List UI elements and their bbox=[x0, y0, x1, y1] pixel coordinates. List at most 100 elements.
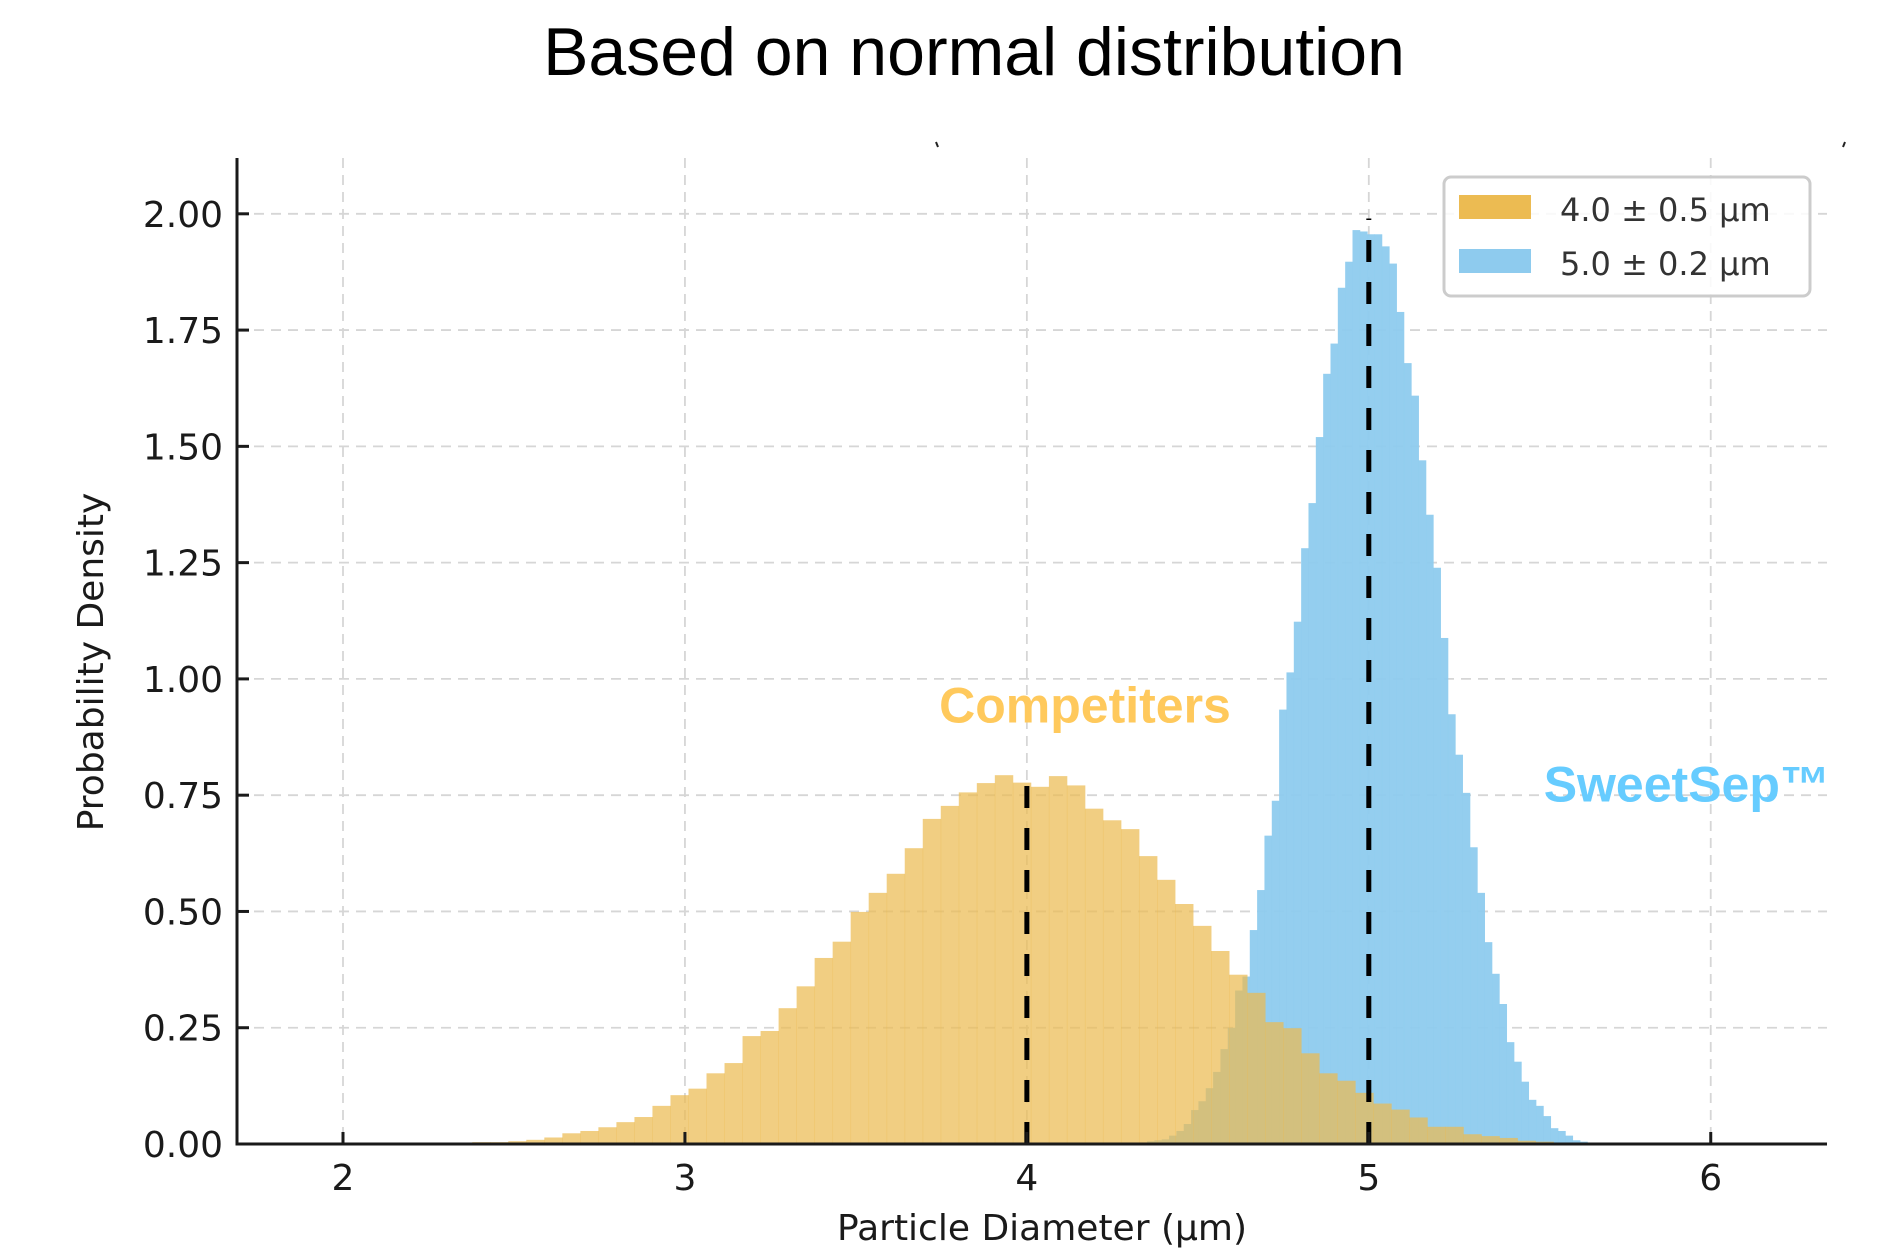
histogram-bar bbox=[1211, 950, 1230, 1144]
histogram-bar bbox=[526, 1139, 545, 1144]
histogram-bar bbox=[706, 1073, 725, 1144]
y-tick-label: 2.00 bbox=[143, 195, 223, 236]
histogram-bar bbox=[1550, 1128, 1559, 1144]
legend-label-0: 4.0 ± 0.5 µm bbox=[1560, 191, 1771, 229]
histogram-bar bbox=[1445, 1126, 1464, 1144]
histogram-bar bbox=[976, 783, 996, 1144]
histogram-bar bbox=[580, 1130, 599, 1144]
histogram-bar bbox=[1481, 1136, 1500, 1144]
y-tick-label: 0.00 bbox=[143, 1125, 223, 1166]
histogram-bar bbox=[1315, 437, 1324, 1144]
histogram-bar bbox=[1528, 1099, 1537, 1144]
histogram-bar bbox=[850, 911, 870, 1144]
histogram-bar bbox=[1193, 925, 1212, 1144]
histogram-bar bbox=[1427, 1126, 1446, 1144]
histogram-bar bbox=[1352, 230, 1361, 1145]
histogram-bar bbox=[1484, 942, 1493, 1144]
axes bbox=[235, 158, 1827, 1146]
histogram-bar bbox=[1381, 246, 1390, 1144]
y-tick-label: 0.50 bbox=[143, 892, 223, 933]
histogram-bar bbox=[1138, 856, 1158, 1144]
histogram-bar bbox=[1048, 776, 1068, 1144]
annotation-competitors: Competiters bbox=[939, 677, 1231, 733]
histogram-bar bbox=[1373, 1103, 1392, 1144]
histogram-bars bbox=[472, 230, 1603, 1145]
histogram-bar bbox=[1337, 287, 1346, 1144]
histogram-bar bbox=[544, 1137, 563, 1144]
x-tick-label: 2 bbox=[332, 1158, 355, 1199]
histogram-bar bbox=[1477, 892, 1485, 1144]
histogram-bar bbox=[904, 848, 924, 1144]
histogram-bar bbox=[1345, 261, 1353, 1145]
histogram-bar bbox=[742, 1036, 761, 1144]
histogram-bar bbox=[1557, 1130, 1566, 1144]
histogram-bar bbox=[1301, 548, 1309, 1144]
histogram-bar bbox=[634, 1117, 653, 1144]
legend-box bbox=[1442, 175, 1812, 298]
histogram-bar bbox=[1447, 714, 1456, 1144]
y-axis-label: Probability Density bbox=[71, 493, 112, 832]
legend-swatch-blue bbox=[1459, 249, 1531, 273]
histogram-bar bbox=[1293, 621, 1302, 1144]
histogram-bar bbox=[598, 1127, 617, 1144]
histogram-bar bbox=[994, 775, 1014, 1144]
histogram-bar bbox=[1265, 1022, 1284, 1144]
histogram-bar bbox=[1337, 1080, 1356, 1144]
y-ticks: 0.00 0.25 0.50 0.75 1.00 1.25 1.50 1.75 2.00 bbox=[143, 195, 249, 1166]
y-tick-label: 1.00 bbox=[143, 660, 223, 701]
cropped-paren-left bbox=[935, 141, 939, 148]
histogram-bar bbox=[814, 957, 834, 1144]
histogram-bar bbox=[1572, 1140, 1581, 1144]
histogram-bar bbox=[1440, 637, 1449, 1144]
histogram-bar bbox=[1374, 234, 1383, 1144]
histogram-bar bbox=[1030, 786, 1050, 1144]
histogram-bar bbox=[1411, 395, 1419, 1144]
histogram-bar bbox=[1286, 672, 1295, 1144]
legend: 4.0 ± 0.5 µm 5.0 ± 0.2 µm bbox=[1442, 175, 1812, 298]
histogram-bar bbox=[868, 892, 888, 1144]
histogram-bar bbox=[1102, 820, 1122, 1144]
histogram-bar bbox=[778, 1008, 798, 1144]
annotations: Competiters SweetSep™ bbox=[939, 677, 1830, 812]
chart-title: Based on normal distribution bbox=[543, 14, 1405, 90]
histogram-bar bbox=[1425, 514, 1434, 1144]
histogram-bar bbox=[1543, 1116, 1552, 1144]
histogram-bar bbox=[652, 1105, 671, 1144]
histogram-bar bbox=[1330, 343, 1339, 1144]
histogram-bar bbox=[958, 792, 978, 1144]
histogram-bar bbox=[832, 941, 852, 1144]
histogram-bar bbox=[1565, 1135, 1574, 1144]
y-tick-label: 1.25 bbox=[143, 544, 223, 585]
histogram-bar bbox=[1418, 460, 1427, 1144]
histogram-bar bbox=[1506, 1042, 1515, 1144]
histogram-bar bbox=[1157, 879, 1176, 1144]
annotation-sweetsep: SweetSep™ bbox=[1544, 757, 1830, 813]
histogram-bar bbox=[1084, 808, 1104, 1144]
histogram-bar bbox=[1323, 373, 1331, 1144]
y-tick-label: 1.75 bbox=[143, 311, 223, 352]
histogram-bar bbox=[1455, 754, 1463, 1144]
x-axis-label: Particle Diameter (µm) bbox=[837, 1208, 1247, 1249]
histogram-bar bbox=[724, 1063, 743, 1144]
histogram-bar bbox=[1521, 1081, 1530, 1144]
histogram-bar bbox=[1513, 1061, 1522, 1144]
histogram-bar bbox=[562, 1133, 581, 1144]
histogram-bar bbox=[1175, 904, 1194, 1144]
histogram-bar bbox=[1469, 847, 1478, 1144]
histogram-bar bbox=[1499, 1004, 1508, 1144]
x-tick-label: 4 bbox=[1015, 1158, 1038, 1199]
histogram-bar bbox=[1491, 973, 1500, 1144]
histogram-bar bbox=[1391, 1109, 1410, 1144]
histogram-bar bbox=[922, 818, 942, 1144]
histogram-bar bbox=[1264, 835, 1273, 1144]
histogram-bar bbox=[688, 1088, 707, 1144]
histogram-bar bbox=[1389, 263, 1397, 1145]
histogram-bar bbox=[1517, 1140, 1536, 1144]
histogram-bar bbox=[1462, 792, 1471, 1144]
histogram-bar bbox=[1499, 1137, 1518, 1144]
histogram-bar bbox=[1433, 567, 1441, 1144]
histogram-bar bbox=[1319, 1073, 1338, 1144]
histogram-bar bbox=[796, 986, 816, 1144]
histogram-bar bbox=[1271, 800, 1280, 1144]
